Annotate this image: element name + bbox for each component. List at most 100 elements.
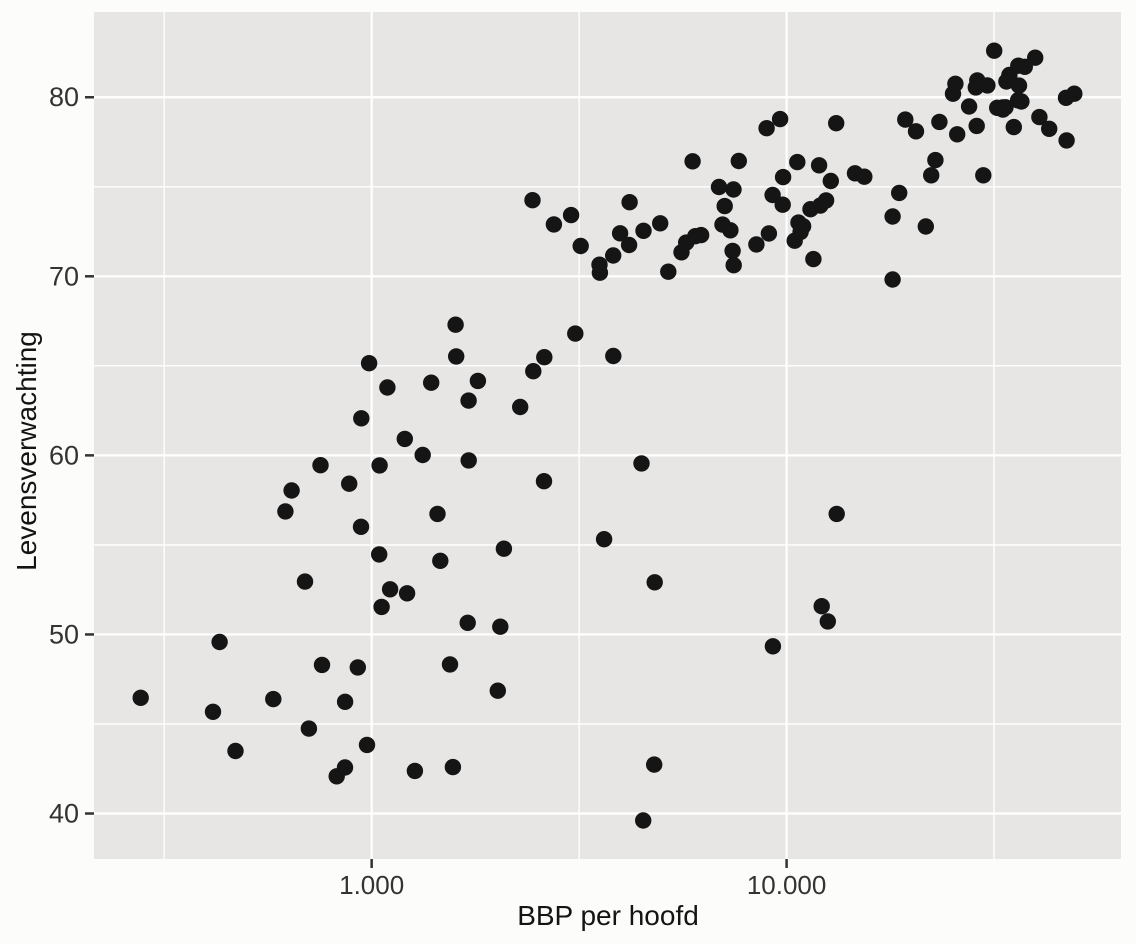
data-point: [1013, 93, 1030, 110]
data-point: [460, 452, 477, 469]
data-point: [722, 222, 739, 239]
data-point: [489, 682, 506, 699]
data-point: [802, 201, 819, 218]
data-point: [897, 111, 914, 128]
data-point: [884, 271, 901, 288]
data-point: [567, 325, 584, 342]
data-point: [373, 598, 390, 616]
data-point: [764, 186, 781, 204]
data-point: [204, 703, 222, 720]
data-point: [810, 157, 828, 174]
data-point: [1005, 118, 1022, 136]
data-point: [633, 455, 650, 472]
data-point: [764, 638, 782, 655]
data-point: [460, 392, 477, 409]
data-point: [884, 208, 901, 225]
data-point: [536, 349, 553, 366]
data-point: [1016, 58, 1033, 75]
data-point: [1010, 77, 1028, 94]
data-point: [396, 430, 413, 448]
data-point: [710, 178, 728, 196]
data-point: [819, 613, 836, 630]
data-point: [283, 482, 300, 499]
data-point: [132, 689, 149, 706]
data-point: [620, 236, 638, 254]
data-point: [891, 184, 908, 202]
data-point: [828, 115, 845, 132]
y-tick-label: 50: [49, 619, 79, 649]
data-point: [444, 758, 462, 776]
data-point: [907, 123, 925, 140]
data-point: [646, 574, 663, 591]
data-point: [944, 85, 962, 102]
data-point: [774, 168, 792, 186]
data-point: [822, 172, 839, 190]
data-point: [684, 153, 701, 170]
data-point: [1041, 120, 1058, 137]
data-point: [774, 196, 791, 213]
data-point: [813, 598, 830, 615]
data-point: [949, 126, 966, 143]
data-point: [1031, 108, 1048, 126]
data-point: [725, 257, 742, 274]
data-point: [621, 194, 638, 211]
data-point: [352, 518, 370, 535]
data-point: [360, 355, 378, 372]
data-point: [448, 348, 465, 365]
y-tick-label: 70: [49, 261, 79, 291]
data-point: [605, 347, 622, 365]
data-point: [341, 475, 358, 492]
data-point: [856, 168, 873, 185]
data-point: [495, 540, 513, 557]
data-point: [423, 374, 440, 391]
data-point: [353, 410, 370, 427]
data-point: [716, 197, 733, 215]
data-point: [789, 153, 806, 171]
data-point: [605, 247, 622, 264]
x-tick-label: 1.000: [339, 870, 404, 900]
data-point: [760, 225, 778, 242]
data-point: [349, 659, 366, 676]
data-point: [535, 473, 553, 490]
data-point: [525, 363, 542, 380]
data-point: [406, 762, 424, 780]
data-point: [771, 110, 789, 128]
data-point: [358, 736, 376, 754]
y-tick-label: 40: [49, 799, 79, 829]
data-point: [646, 756, 663, 773]
data-point: [969, 72, 986, 89]
data-point: [336, 693, 354, 710]
data-point: [652, 215, 669, 232]
data-point: [524, 192, 541, 209]
data-point: [312, 457, 329, 474]
y-axis-title: Levensverwachting: [11, 331, 42, 571]
data-point: [371, 457, 388, 474]
data-point: [994, 99, 1011, 116]
data-point: [398, 585, 416, 602]
data-point: [429, 505, 446, 523]
x-tick-label: 10.000: [747, 870, 827, 900]
data-point: [469, 372, 487, 390]
data-point: [211, 633, 228, 651]
data-point: [792, 223, 809, 241]
data-point: [635, 812, 652, 829]
y-tick-label: 60: [49, 440, 79, 470]
data-point: [595, 531, 613, 548]
data-point: [635, 222, 652, 239]
data-point: [968, 117, 985, 135]
data-point: [724, 242, 741, 260]
data-point: [313, 656, 331, 674]
data-point: [371, 546, 388, 563]
data-point: [828, 505, 845, 523]
data-point: [986, 42, 1003, 59]
data-point: [805, 250, 822, 268]
data-point: [998, 73, 1015, 90]
data-point: [545, 216, 563, 233]
data-point: [562, 206, 580, 224]
data-point: [975, 167, 992, 184]
data-point: [660, 263, 677, 280]
data-point: [748, 236, 765, 253]
data-point: [817, 192, 835, 209]
data-point: [730, 152, 747, 170]
